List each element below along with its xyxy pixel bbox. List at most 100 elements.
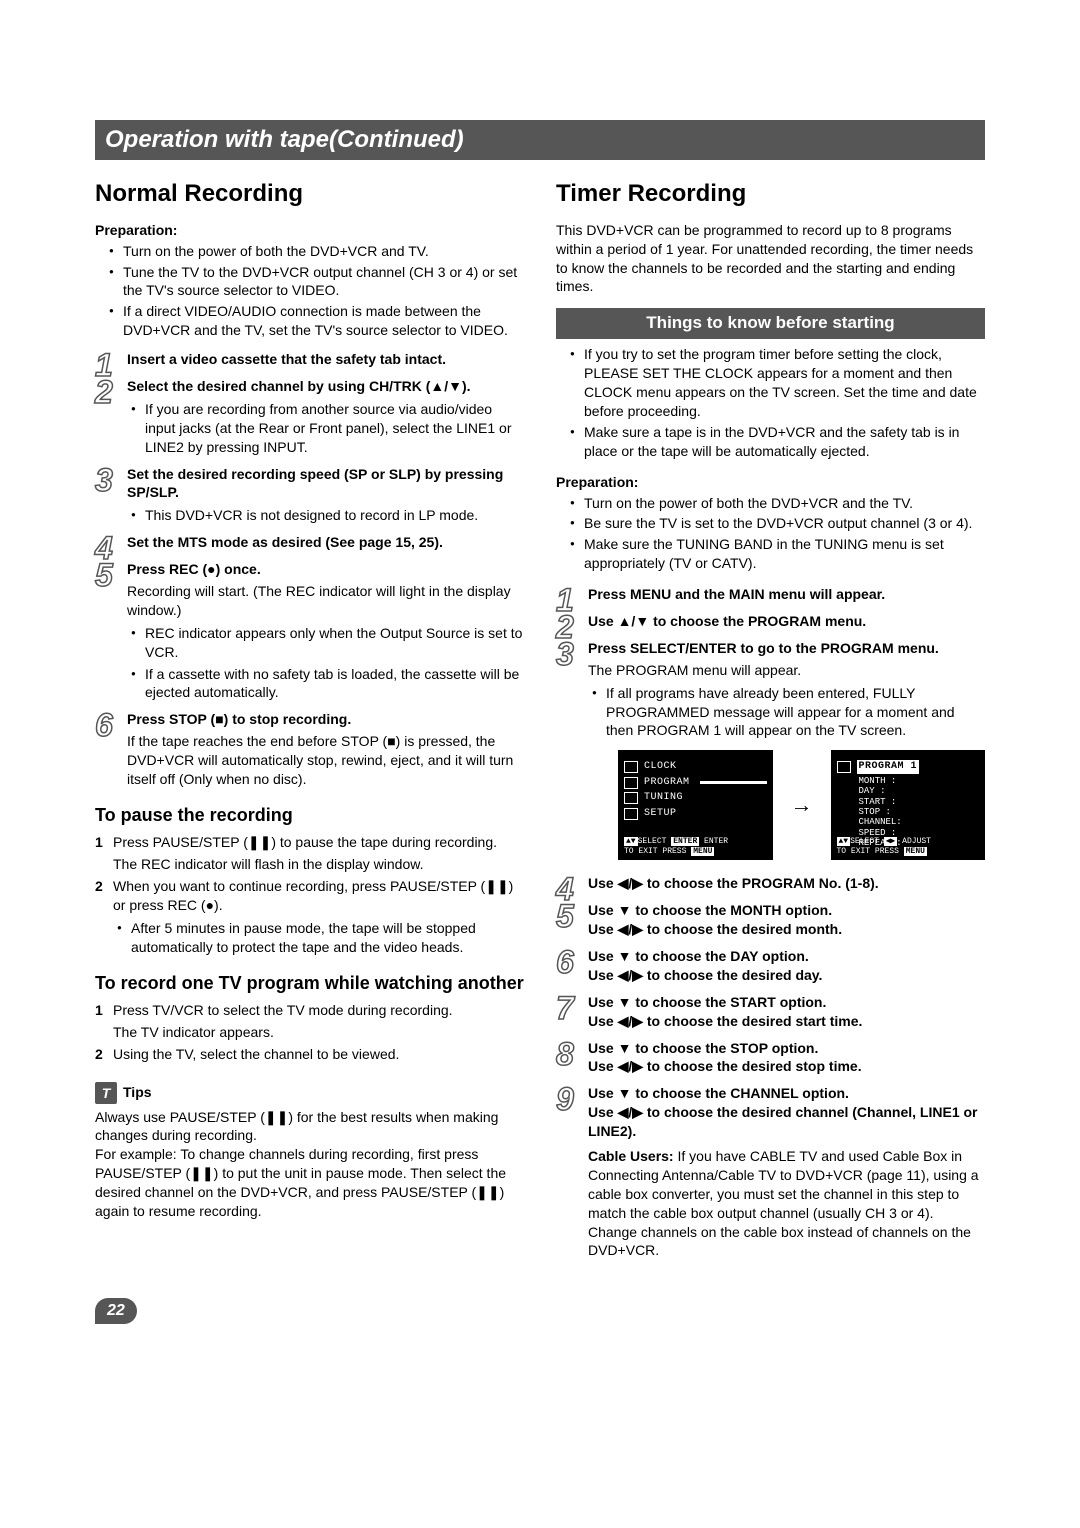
step-sub: If you are recording from another source… [131,400,524,457]
menu-item: TUNING [644,791,683,805]
prep-item: Turn on the power of both the DVD+VCR an… [109,242,524,261]
field: DAY : [859,786,980,796]
item-after: The TV indicator appears. [113,1023,524,1042]
step-number: 5 [95,554,113,597]
screen-footer: ▲▼SELECT ◀▶ ADJUST TO EXIT PRESS MENU [837,837,980,856]
step-number: 7 [556,987,574,1030]
preparation-list: Turn on the power of both the DVD+VCR an… [109,242,524,340]
step-title: Use ▲/▼ to choose the PROGRAM menu. [588,613,866,629]
pause-title: To pause the recording [95,803,524,827]
step: 3 Press SELECT/ENTER to go to the PROGRA… [556,639,985,860]
item-number: 1 [95,833,103,852]
step: 2 Use ▲/▼ to choose the PROGRAM menu. [556,612,985,631]
item-text: When you want to continue recording, pre… [113,878,513,913]
right-column: Timer Recording This DVD+VCR can be prog… [556,178,985,1268]
section-title: Operation with tape(Continued) [95,120,985,160]
step-title: Use ▼ to choose the CHANNEL option. Use … [588,1085,978,1139]
timer-steps: 1 Press MENU and the MAIN menu will appe… [556,585,985,1260]
record-one-list: 1 Press TV/VCR to select the TV mode dur… [95,1001,524,1064]
things-to-know-title: Things to know before starting [556,308,985,339]
step-title: Press MENU and the MAIN menu will appear… [588,586,885,602]
step-number: 9 [556,1078,574,1121]
item-after: The REC indicator will flash in the disp… [113,855,524,874]
item-sub: After 5 minutes in pause mode, the tape … [117,919,524,957]
step: 6 Use ▼ to choose the DAY option. Use ◀/… [556,947,985,985]
item-text: Using the TV, select the channel to be v… [113,1046,399,1062]
timer-intro: This DVD+VCR can be programmed to record… [556,221,985,297]
tips-header: T Tips [95,1082,524,1104]
step-text: If the tape reaches the end before STOP … [127,732,524,789]
field: START : [859,797,980,807]
selection-line [700,781,767,784]
screen-title: PROGRAM 1 [857,760,920,774]
step-title: Use ▼ to choose the STOP option. Use ◀/▶… [588,1040,862,1075]
clock-icon [624,761,638,773]
step-number: 3 [556,633,574,676]
program-icon [624,777,638,789]
step-title: Use ◀/▶ to choose the PROGRAM No. (1-8). [588,875,879,891]
step: 6 Press STOP (■) to stop recording. If t… [95,710,524,789]
left-column: Normal Recording Preparation: Turn on th… [95,178,524,1268]
normal-recording-steps: 1 Insert a video cassette that the safet… [95,350,524,789]
step: 1 Press MENU and the MAIN menu will appe… [556,585,985,604]
pause-item: 1 Press PAUSE/STEP (❚❚) to pause the tap… [95,833,524,874]
step: 7 Use ▼ to choose the START option. Use … [556,993,985,1031]
menu-item: CLOCK [644,760,677,774]
step-title: Use ▼ to choose the MONTH option. Use ◀/… [588,902,842,937]
step-sub: If all programs have already been entere… [592,684,985,741]
step-number: 2 [95,371,113,414]
prep-item: If a direct VIDEO/AUDIO connection is ma… [109,302,524,340]
things-list: If you try to set the program timer befo… [570,345,985,460]
tips-icon: T [95,1082,117,1104]
tuning-icon [624,792,638,804]
step-title: Set the MTS mode as desired (See page 15… [127,534,443,550]
step: 5 Use ▼ to choose the MONTH option. Use … [556,901,985,939]
step: 2 Select the desired channel by using CH… [95,377,524,457]
item-number: 2 [95,877,103,896]
arrow-icon: → [791,790,813,820]
step-text: Cable Users: If you have CABLE TV and us… [588,1147,985,1260]
field: STOP : [859,807,980,817]
step: 3 Set the desired recording speed (SP or… [95,465,524,526]
prep-item: Tune the TV to the DVD+VCR output channe… [109,263,524,301]
step: 8 Use ▼ to choose the STOP option. Use ◀… [556,1039,985,1077]
step-sub: REC indicator appears only when the Outp… [131,624,524,662]
item-text: Press PAUSE/STEP (❚❚) to pause the tape … [113,834,497,850]
step-number: 3 [95,459,113,502]
timer-recording-title: Timer Recording [556,178,985,210]
preparation-label: Preparation: [95,221,524,240]
step-title: Insert a video cassette that the safety … [127,351,446,367]
step-sub: If a cassette with no safety tab is load… [131,665,524,703]
item-number: 2 [95,1045,103,1064]
prep-item: Make sure the TUNING BAND in the TUNING … [570,535,985,573]
step-number: 8 [556,1033,574,1076]
prep-item: Turn on the power of both the DVD+VCR an… [570,494,985,513]
menu-item: PROGRAM [644,776,690,790]
pause-list: 1 Press PAUSE/STEP (❚❚) to pause the tap… [95,833,524,956]
field: CHANNEL: [859,817,980,827]
step-text: The PROGRAM menu will appear. [588,661,985,680]
step-title: Use ▼ to choose the START option. Use ◀/… [588,994,862,1029]
step-title: Press REC (●) once. [127,561,261,577]
things-item: If you try to set the program timer befo… [570,345,985,421]
menu-item: SETUP [644,807,677,821]
record-one-item: 2 Using the TV, select the channel to be… [95,1045,524,1064]
step: 5 Press REC (●) once. Recording will sta… [95,560,524,702]
step: 1 Insert a video cassette that the safet… [95,350,524,369]
things-item: Make sure a tape is in the DVD+VCR and t… [570,423,985,461]
tv-screens: CLOCK PROGRAM TUNING SETUP ▲▼SELECT ENTE… [618,750,985,860]
field: MONTH : [859,776,980,786]
step-title: Set the desired recording speed (SP or S… [127,466,503,501]
setup-icon [624,808,638,820]
program-icon [837,761,851,773]
page-number: 22 [95,1298,137,1324]
step-number: 6 [556,941,574,984]
step-title: Press STOP (■) to stop recording. [127,711,351,727]
item-text: Press TV/VCR to select the TV mode durin… [113,1002,453,1018]
program-menu-screen: PROGRAM 1 MONTH : DAY : START : STOP : C… [831,750,986,860]
step-title: Use ▼ to choose the DAY option. Use ◀/▶ … [588,948,822,983]
main-menu-screen: CLOCK PROGRAM TUNING SETUP ▲▼SELECT ENTE… [618,750,773,860]
step: 9 Use ▼ to choose the CHANNEL option. Us… [556,1084,985,1260]
record-one-title: To record one TV program while watching … [95,971,524,995]
tips-text: Always use PAUSE/STEP (❚❚) for the best … [95,1108,524,1221]
